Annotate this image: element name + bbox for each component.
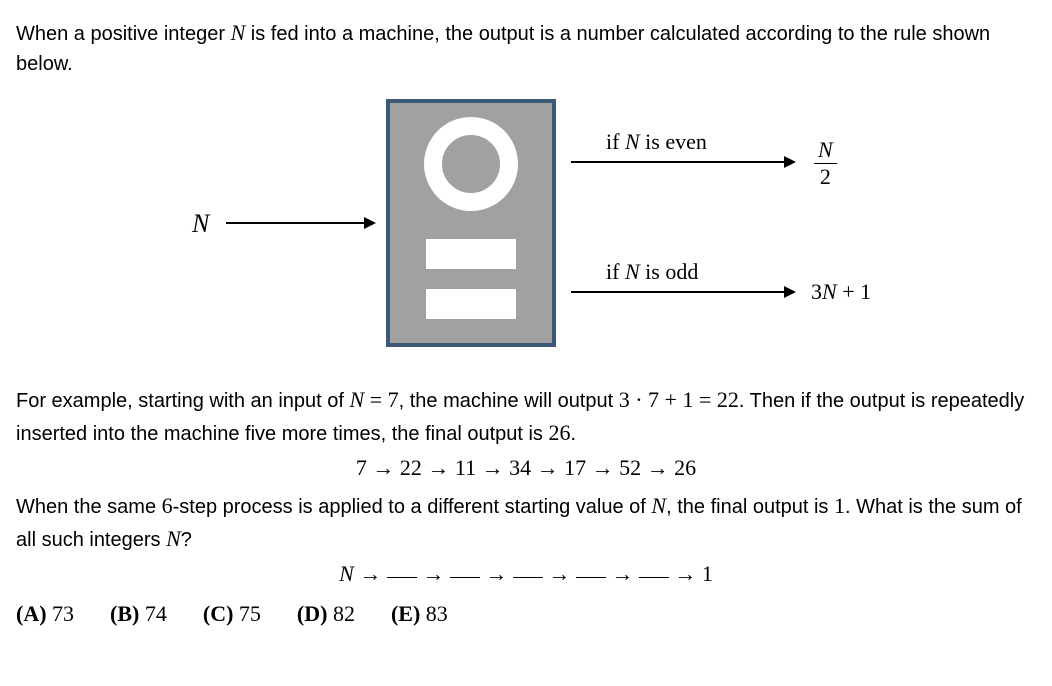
example-text-4: . — [571, 423, 577, 445]
followup-paragraph: When the same 6-step process is applied … — [16, 489, 1036, 555]
chain-arrow: → — [359, 561, 381, 586]
chain-arrow: → — [537, 455, 559, 480]
chain-arrow: → — [611, 561, 633, 586]
branch-odd-prefix: if — [606, 259, 625, 284]
branch-even-output: N 2 — [814, 137, 837, 190]
blank-slot — [387, 577, 417, 578]
chain-value: 22 — [400, 455, 422, 480]
example-eq1-rest: = 7 — [364, 387, 398, 412]
input-arrow-line — [226, 222, 366, 224]
chain-arrow: → — [674, 561, 696, 586]
example-text-1: For example, starting with an input of — [16, 390, 350, 412]
intro-paragraph: When a positive integer N is fed into a … — [16, 16, 1036, 79]
fraction-n-over-2: N 2 — [814, 137, 837, 190]
machine-rect-1 — [426, 239, 516, 269]
example-chain: 7 → 22 → 11 → 34 → 17 → 52 → 26 — [16, 455, 1036, 481]
chain-arrow: → — [482, 455, 504, 480]
machine-box — [386, 99, 556, 347]
example-paragraph: For example, starting with an input of N… — [16, 383, 1036, 449]
intro-text-1: When a positive integer — [16, 23, 231, 45]
answer-choice: (A) 73 — [16, 601, 74, 627]
example-final: 26 — [549, 420, 571, 445]
branch-odd-output: 3N + 1 — [811, 279, 871, 305]
followup-var2: N — [166, 526, 181, 551]
followup-final: 1 — [834, 493, 845, 518]
machine-rect-2 — [426, 289, 516, 319]
followup-text-2: -step process is applied to a different … — [173, 496, 652, 518]
blank-slot — [576, 577, 606, 578]
choice-label: (A) — [16, 601, 47, 626]
branch-even-var: N — [625, 129, 640, 154]
chain-arrow: → — [422, 561, 444, 586]
odd-out-prefix: 3 — [811, 279, 822, 304]
branch-odd-suffix: is odd — [640, 259, 699, 284]
answer-choices: (A) 73 (B) 74 (C) 75 (D) 82 (E) 83 — [16, 601, 1036, 627]
chain-arrow: → — [548, 561, 570, 586]
intro-var-n: N — [231, 20, 246, 45]
followup-num: 6 — [162, 493, 173, 518]
chain-arrow: → — [427, 455, 449, 480]
branch-odd-arrow-line — [571, 291, 786, 293]
branch-odd-var: N — [625, 259, 640, 284]
followup-text-5: ? — [181, 529, 192, 551]
answer-choice: (C) 75 — [203, 601, 261, 627]
chain-value: 11 — [455, 455, 476, 480]
choice-value: 73 — [52, 601, 74, 626]
odd-out-var: N — [822, 279, 837, 304]
blank-slot — [513, 577, 543, 578]
blank-chain: N → → → → → → 1 — [16, 561, 1036, 587]
odd-out-suffix: + 1 — [837, 279, 871, 304]
branch-even-arrow-head — [784, 156, 796, 168]
chain-arrow: → — [647, 455, 669, 480]
choice-value: 75 — [239, 601, 261, 626]
example-eq1-var: N — [350, 387, 365, 412]
chain-value: 34 — [509, 455, 531, 480]
choice-label: (D) — [297, 601, 328, 626]
followup-var: N — [651, 493, 666, 518]
blank-slot — [639, 577, 669, 578]
choice-label: (B) — [110, 601, 139, 626]
machine-diagram: N if N is even N 2 if N is odd 3N + 1 — [146, 99, 906, 359]
fraction-denominator: 2 — [814, 164, 837, 190]
example-eq1: N = 7 — [350, 387, 399, 412]
branch-even-suffix: is even — [640, 129, 707, 154]
choice-label: (C) — [203, 601, 234, 626]
choice-value: 82 — [333, 601, 355, 626]
chain-value: 7 — [356, 455, 367, 480]
example-eq2: 3 · 7 + 1 = 22 — [619, 387, 739, 412]
answer-choice: (E) 83 — [391, 601, 448, 627]
choice-value: 74 — [145, 601, 167, 626]
blank-slot — [450, 577, 480, 578]
chain-value: 52 — [619, 455, 641, 480]
choice-label: (E) — [391, 601, 420, 626]
chain-arrow: → — [485, 561, 507, 586]
branch-odd-arrow-head — [784, 286, 796, 298]
choice-value: 83 — [426, 601, 448, 626]
machine-svg — [386, 99, 556, 347]
example-text-2: , the machine will output — [399, 390, 619, 412]
answer-choice: (D) 82 — [297, 601, 355, 627]
branch-even-label: if N is even — [606, 129, 707, 155]
blank-chain-start: N — [339, 561, 354, 586]
chain-value: 26 — [674, 455, 696, 480]
branch-even-arrow-line — [571, 161, 786, 163]
chain-value: 17 — [564, 455, 586, 480]
input-n-label: N — [192, 209, 209, 239]
followup-text-1: When the same — [16, 496, 162, 518]
chain-arrow: → — [372, 455, 394, 480]
input-arrow-head — [364, 217, 376, 229]
answer-choice: (B) 74 — [110, 601, 167, 627]
fraction-numerator: N — [814, 137, 837, 164]
followup-text-3: , the final output is — [666, 496, 834, 518]
branch-odd-label: if N is odd — [606, 259, 698, 285]
blank-chain-end: 1 — [702, 561, 713, 586]
chain-arrow: → — [592, 455, 614, 480]
branch-even-prefix: if — [606, 129, 625, 154]
